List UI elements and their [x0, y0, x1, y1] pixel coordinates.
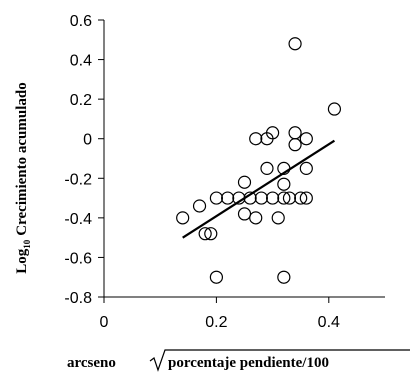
- y-axis-label: Log10 Crecimiento acumulado: [14, 82, 32, 273]
- data-point: [192, 199, 207, 213]
- data-point: [277, 191, 291, 205]
- x-axis-label: arcseno porcentaje pendiente/100: [67, 349, 410, 372]
- data-point: [237, 207, 252, 221]
- y-tick-label: 0: [83, 132, 92, 149]
- data-point: [176, 211, 190, 225]
- ylabel-subscript: 10: [22, 239, 32, 249]
- trend-line: [182, 139, 336, 239]
- data-point: [249, 132, 263, 146]
- ylabel-prefix: Log: [14, 248, 30, 274]
- data-point: [299, 132, 313, 146]
- y-tick-label: -0.4: [64, 211, 92, 228]
- y-tick-label: 0.6: [70, 13, 92, 30]
- data-point: [266, 191, 280, 205]
- data-point: [327, 102, 342, 116]
- data-point: [209, 270, 223, 284]
- data-point: [277, 270, 291, 284]
- data-point: [282, 191, 297, 205]
- data-point: [288, 126, 302, 140]
- data-point: [266, 126, 280, 140]
- y-tick-label: -0.6: [64, 250, 92, 267]
- data-point: [271, 211, 285, 225]
- data-point: [204, 227, 218, 241]
- xlabel-radicand: porcentaje pendiente/100: [168, 355, 329, 371]
- x-tick-label: 0: [100, 314, 109, 331]
- svg-text:Log10Crecimiento acumulado: Log10 Crecimiento acumulado: [14, 82, 32, 273]
- data-point: [288, 37, 302, 51]
- x-tick-label: 0.4: [318, 314, 340, 331]
- data-point: [260, 161, 274, 175]
- data-points: [176, 37, 342, 284]
- data-point: [249, 211, 263, 225]
- y-tick-label: -0.8: [64, 290, 92, 307]
- data-point: [299, 191, 313, 205]
- x-axis-ticks: 0 0.2 0.4: [100, 297, 340, 331]
- data-point: [288, 138, 302, 152]
- x-tick-label: 0.2: [205, 314, 227, 331]
- data-point: [299, 161, 313, 175]
- y-tick-label: 0.4: [70, 53, 92, 70]
- radical-sign: [149, 349, 410, 372]
- y-axis-ticks: -0.8 -0.6 -0.4 -0.2 0 0.2 0.4 0.6: [64, 13, 104, 307]
- y-tick-label: 0.2: [70, 92, 92, 109]
- data-point: [277, 177, 291, 191]
- ylabel-rest: Crecimiento acumulado: [14, 82, 30, 235]
- data-point: [198, 227, 212, 241]
- data-point: [294, 191, 308, 205]
- data-point: [254, 191, 268, 205]
- data-point: [237, 175, 252, 189]
- data-point: [221, 191, 235, 205]
- y-tick-label: -0.2: [64, 171, 92, 188]
- xlabel-prefix: arcseno: [67, 355, 116, 371]
- data-point: [209, 191, 223, 205]
